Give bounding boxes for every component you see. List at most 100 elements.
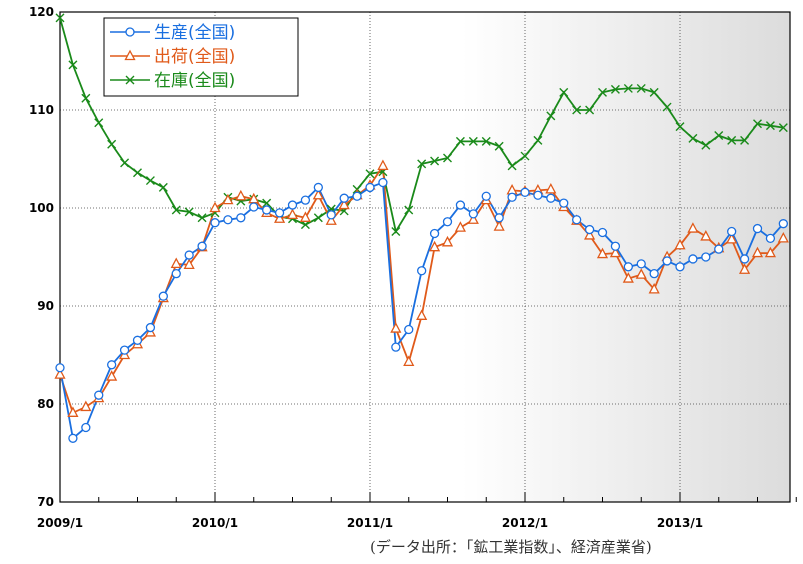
- data-point: [184, 250, 194, 260]
- data-point: [183, 258, 195, 269]
- data-point: [765, 121, 775, 131]
- y-tick-label: 80: [37, 397, 54, 411]
- data-point: [649, 269, 659, 279]
- data-point: [520, 187, 530, 197]
- data-point: [726, 232, 738, 244]
- data-point: [662, 256, 672, 266]
- data-point: [404, 324, 414, 335]
- data-point: [494, 213, 504, 223]
- data-point: [727, 135, 737, 145]
- data-point: [443, 153, 452, 163]
- data-point: [610, 84, 620, 94]
- data-point: [753, 119, 762, 129]
- data-point: [274, 212, 286, 223]
- data-point: [442, 217, 453, 227]
- data-point: [287, 200, 298, 210]
- data-point: [585, 105, 595, 115]
- y-tick-label: 70: [37, 495, 54, 509]
- data-point: [54, 368, 66, 379]
- data-point: [455, 136, 465, 146]
- plot-frame: [59, 11, 791, 503]
- data-point: [222, 193, 234, 205]
- x-tick-label: 2010/1: [192, 516, 238, 530]
- data-point: [81, 93, 91, 103]
- legend-label: 在庫(全国): [154, 71, 235, 91]
- data-point: [494, 141, 504, 151]
- data-point: [416, 309, 428, 320]
- data-point: [533, 135, 543, 145]
- data-point: [286, 208, 299, 220]
- data-point: [210, 218, 220, 228]
- data-point: [133, 168, 142, 178]
- data-point: [584, 224, 595, 235]
- legend-label: 生産(全国): [154, 23, 235, 43]
- data-point: [688, 133, 698, 143]
- data-point: [545, 182, 557, 194]
- data-point: [675, 122, 685, 132]
- data-point: [125, 27, 135, 37]
- data-point: [352, 191, 362, 201]
- data-point: [700, 230, 712, 241]
- data-point: [687, 222, 699, 233]
- data-point: [648, 282, 660, 294]
- data-point: [622, 272, 634, 283]
- data-point: [546, 193, 556, 203]
- data-point: [636, 259, 646, 269]
- data-point: [94, 118, 104, 128]
- data-point: [119, 345, 130, 355]
- data-point: [623, 262, 633, 272]
- data-point: [454, 221, 466, 232]
- x-tick-label: 2012/1: [502, 516, 548, 530]
- data-point: [94, 390, 104, 400]
- y-tick-label: 120: [29, 5, 54, 19]
- data-point: [404, 205, 414, 215]
- data-point: [701, 140, 711, 150]
- data-point: [68, 60, 78, 70]
- data-point: [312, 188, 324, 200]
- data-point: [377, 159, 389, 171]
- data-point: [597, 227, 608, 238]
- data-point: [417, 266, 427, 276]
- data-point: [739, 254, 750, 264]
- data-point: [107, 360, 117, 370]
- data-point: [727, 226, 737, 237]
- data-point: [468, 136, 478, 146]
- data-point: [68, 433, 78, 443]
- data-point: [158, 182, 168, 192]
- data-point: [596, 247, 609, 259]
- data-point: [778, 219, 788, 229]
- data-point: [765, 233, 776, 244]
- data-point: [262, 198, 272, 208]
- data-point: [390, 322, 402, 333]
- data-point: [740, 135, 750, 145]
- data-point: [714, 130, 724, 140]
- data-point: [378, 177, 388, 188]
- data-point: [170, 257, 182, 269]
- data-point: [572, 215, 582, 225]
- data-point: [674, 238, 686, 250]
- data-point: [223, 215, 233, 225]
- data-point: [559, 198, 569, 208]
- data-point: [468, 209, 478, 219]
- data-point: [209, 201, 221, 213]
- data-point: [455, 200, 466, 210]
- data-point: [249, 202, 259, 212]
- data-point: [714, 244, 724, 254]
- data-point: [467, 213, 479, 224]
- data-point: [326, 210, 336, 220]
- data-point: [751, 246, 764, 258]
- legend-box: [103, 17, 299, 97]
- data-point: [339, 193, 349, 203]
- legend-label: 出荷(全国): [154, 47, 235, 67]
- data-point: [481, 191, 491, 201]
- data-point: [403, 355, 415, 367]
- data-point: [429, 240, 441, 252]
- data-point: [507, 161, 517, 171]
- data-point: [441, 235, 454, 247]
- x-tick-label: 2013/1: [657, 516, 703, 530]
- data-point: [507, 192, 517, 202]
- data-point: [649, 87, 659, 97]
- data-point: [124, 49, 136, 61]
- data-point: [107, 139, 117, 149]
